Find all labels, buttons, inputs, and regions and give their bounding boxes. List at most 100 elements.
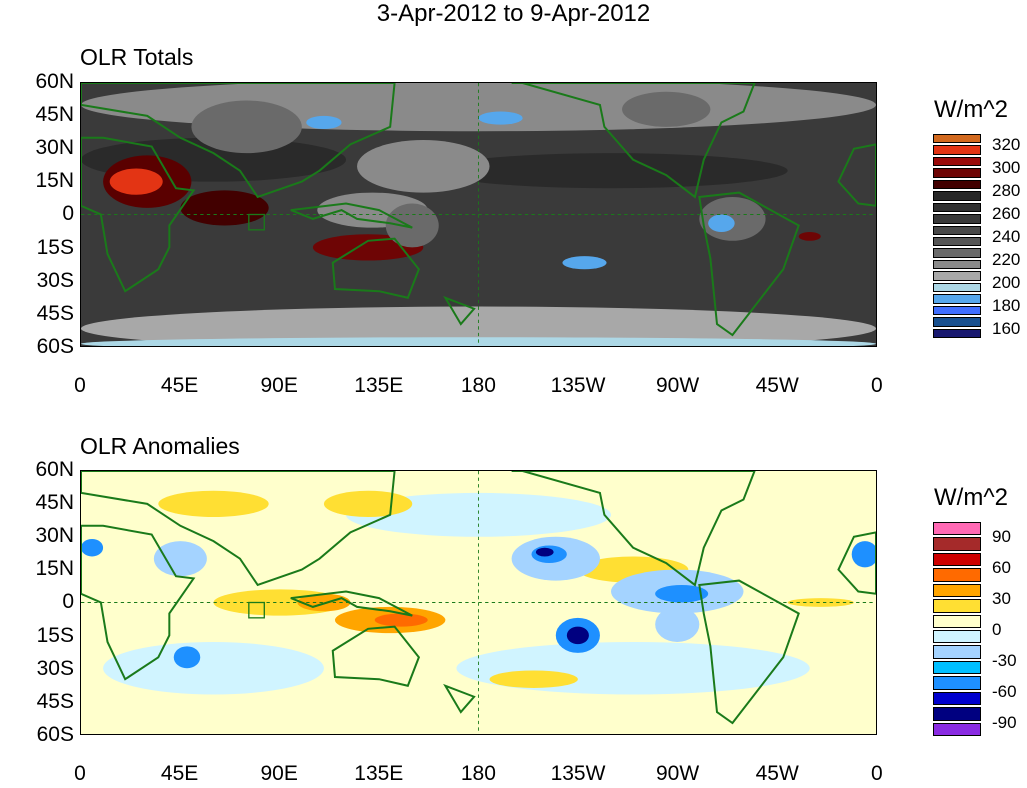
colorbar-swatch <box>933 522 981 536</box>
colorbar-label: 180 <box>992 295 1021 315</box>
contour-region <box>851 541 876 568</box>
colorbar-swatch <box>933 168 981 178</box>
colorbar-label: 200 <box>992 272 1021 292</box>
colorbar-swatch <box>933 225 981 235</box>
lon-tick-label: 90E <box>260 374 298 397</box>
lat-tick-label: 60N <box>35 458 74 481</box>
coastline <box>333 627 419 686</box>
contour-region <box>81 538 104 557</box>
coastline <box>291 592 412 616</box>
colorbar-label: 240 <box>992 227 1021 246</box>
contour-region <box>180 190 269 226</box>
lon-tick-label: 0 <box>870 374 883 397</box>
coastline <box>838 532 876 593</box>
colorbar-swatch <box>933 676 981 690</box>
contour-region <box>173 646 201 669</box>
contour-region <box>489 670 578 688</box>
lon-tick-label: 90W <box>656 374 700 397</box>
contour-region <box>798 232 821 241</box>
colorbar-label: 220 <box>992 249 1021 269</box>
lon-tick-label: 90W <box>656 762 700 785</box>
colorbar-swatch <box>933 599 981 613</box>
colorbar-swatch <box>933 145 981 155</box>
contour-region <box>323 490 413 518</box>
lon-tick-label: 135W <box>550 374 606 397</box>
colorbar-swatch <box>933 317 981 327</box>
colorbar-swatch <box>933 282 981 293</box>
contour-region <box>566 626 589 645</box>
colorbar-label: -60 <box>992 681 1017 701</box>
lat-tick-label: 15N <box>35 169 74 193</box>
colorbar-swatch <box>933 259 981 270</box>
contour-region <box>357 139 490 193</box>
coastline <box>699 193 798 335</box>
contour-region <box>535 547 554 557</box>
colorbar-label: 160 <box>992 318 1021 338</box>
lat-tick-label: 45S <box>36 689 74 713</box>
contour-region <box>456 641 810 695</box>
colorbar-swatch <box>933 645 981 659</box>
colorbar-swatch <box>933 134 981 144</box>
lat-tick-label: 45N <box>35 491 74 515</box>
coastline <box>445 686 474 712</box>
contour-region <box>306 115 342 130</box>
colorbar-label: -30 <box>992 650 1017 670</box>
lon-tick-label: 135E <box>354 762 404 785</box>
contour-region <box>374 613 428 627</box>
colorbar-label: 300 <box>992 158 1021 178</box>
contour-region <box>385 203 439 248</box>
lon-tick-label: 135W <box>550 762 606 785</box>
lat-tick-label: 15S <box>36 235 74 259</box>
coastline <box>333 239 419 298</box>
colorbar-label: 30 <box>992 589 1011 609</box>
contour-region <box>109 168 163 195</box>
colorbar-swatch <box>933 552 981 567</box>
colorbar-label: -90 <box>992 712 1017 732</box>
colorbar-swatch <box>933 707 981 721</box>
colorbar-totals <box>933 134 981 340</box>
colorbar-swatch <box>933 583 981 598</box>
colorbar-swatch <box>933 237 981 247</box>
contour-region <box>655 584 709 603</box>
colorbar-swatch <box>933 156 981 167</box>
colorbar-swatch <box>933 248 981 258</box>
lon-tick-label: 45W <box>755 374 799 397</box>
colorbar-swatch <box>933 214 981 224</box>
coastline <box>291 204 412 228</box>
lon-tick-label: 0 <box>74 762 86 785</box>
lon-tick-label: 45E <box>160 762 199 785</box>
colorbar-swatch <box>933 294 981 304</box>
colorbar-swatch <box>933 614 981 628</box>
lon-tick-label: 90E <box>260 762 298 785</box>
contour-region <box>622 91 711 127</box>
colorbar-label: 60 <box>992 558 1011 578</box>
olr-anomalies-map <box>80 470 877 735</box>
lat-tick-label: 15S <box>36 623 74 647</box>
lat-tick-label: 45N <box>35 103 74 127</box>
panel-title-totals: OLR Totals <box>80 44 194 70</box>
colorbar-swatch <box>933 328 981 338</box>
lat-tick-label: 30S <box>36 656 74 680</box>
lat-tick-label: 0 <box>62 590 74 614</box>
contour-region <box>787 598 854 607</box>
colorbar-label: 280 <box>992 181 1021 201</box>
coastline <box>445 298 474 324</box>
lat-tick-label: 0 <box>62 202 74 226</box>
coastline <box>81 138 194 291</box>
figure-title: 3-Apr-2012 to 9-Apr-2012 <box>376 0 651 27</box>
lat-tick-label: 45S <box>36 301 74 325</box>
contour-region <box>153 541 207 577</box>
lon-tick-label: 0 <box>74 374 86 397</box>
coastline <box>81 526 194 679</box>
contour-region <box>103 641 324 695</box>
colorbar-swatch <box>933 630 981 644</box>
contour-region <box>655 606 700 642</box>
colorbar-swatch <box>933 191 981 201</box>
coastline <box>81 83 395 197</box>
contour-region <box>708 214 735 233</box>
coastline <box>699 581 798 723</box>
lon-tick-label: 45E <box>160 374 199 397</box>
lat-tick-label: 30N <box>35 136 74 160</box>
colorbar-anomalies <box>933 522 981 738</box>
colorbar-swatch <box>933 691 981 706</box>
